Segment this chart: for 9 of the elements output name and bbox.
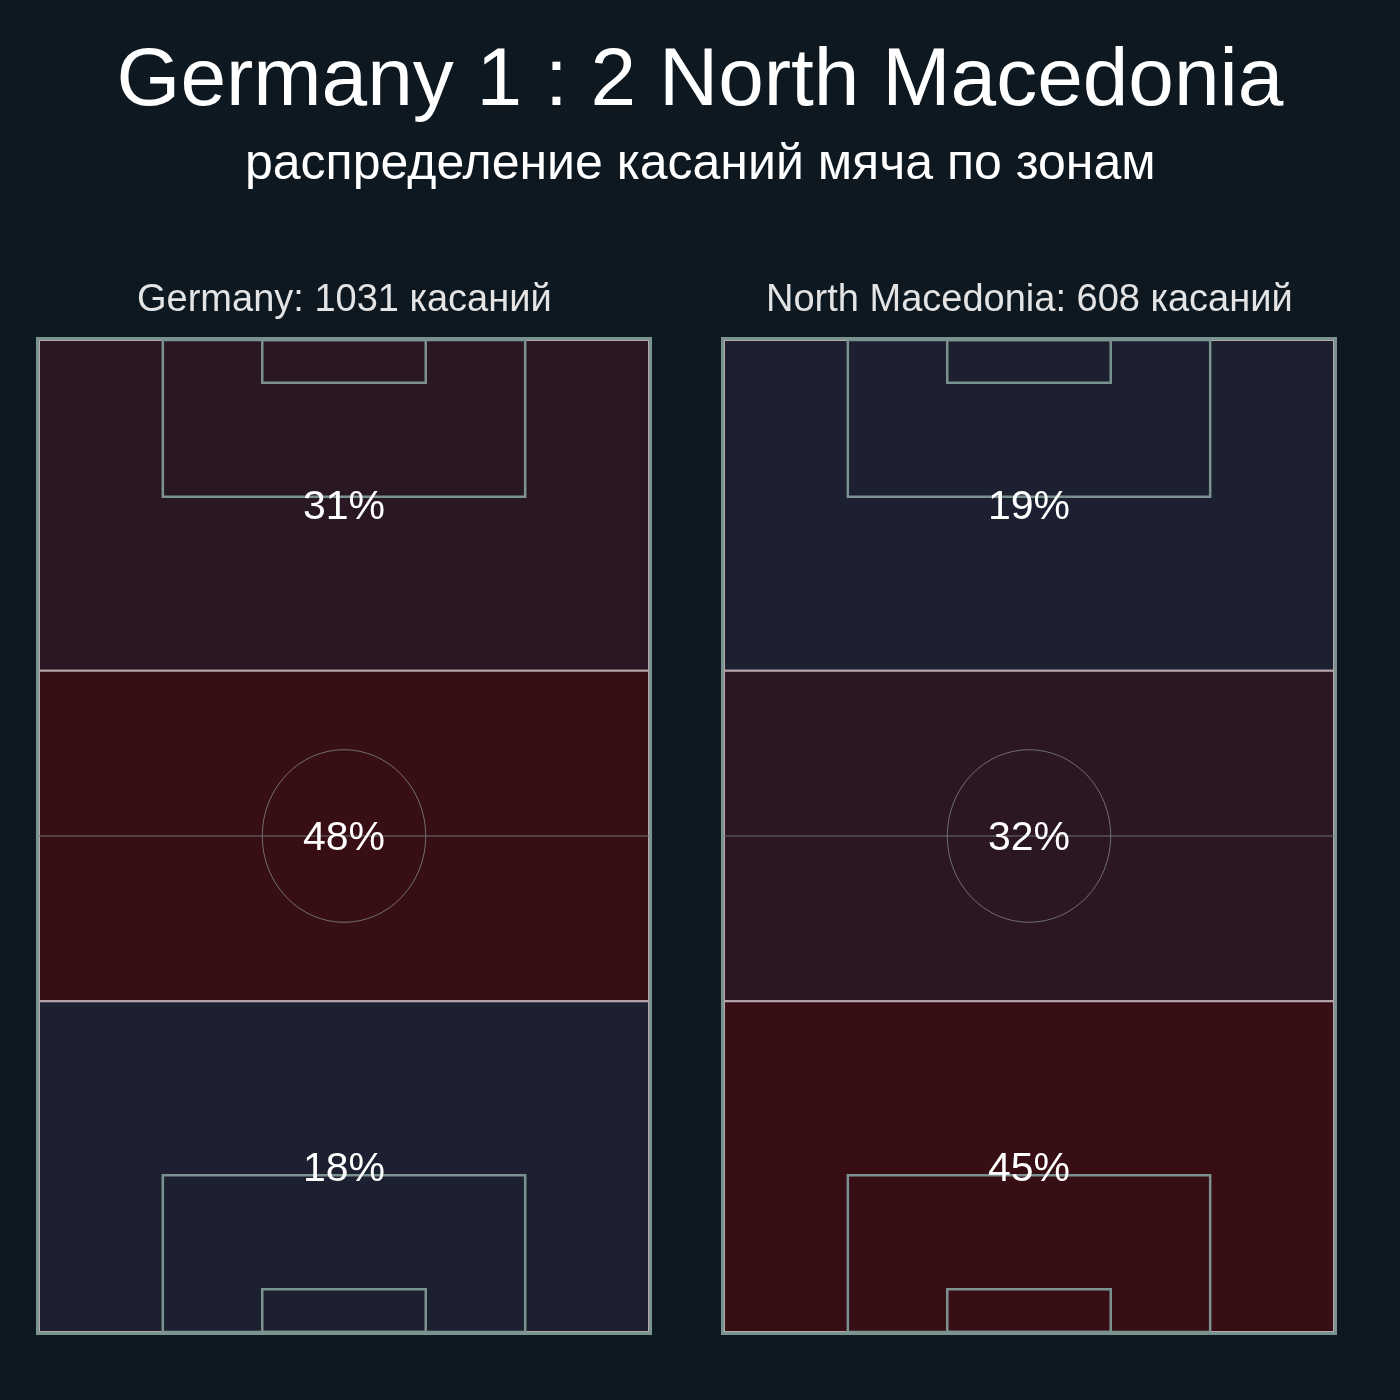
text: Germany: 1031 касаний bbox=[137, 277, 552, 319]
data-label: 32% bbox=[988, 813, 1071, 859]
data-label: 31% bbox=[303, 482, 386, 528]
data-label: 48% bbox=[303, 813, 386, 859]
data-label: 18% bbox=[303, 1144, 386, 1190]
text: Germany 1 : 2 North Macedonia bbox=[116, 30, 1284, 122]
text: распределение касаний мяча по зонам bbox=[245, 134, 1156, 190]
data-label: 19% bbox=[988, 482, 1071, 528]
text: North Macedonia: 608 касаний bbox=[766, 277, 1293, 319]
